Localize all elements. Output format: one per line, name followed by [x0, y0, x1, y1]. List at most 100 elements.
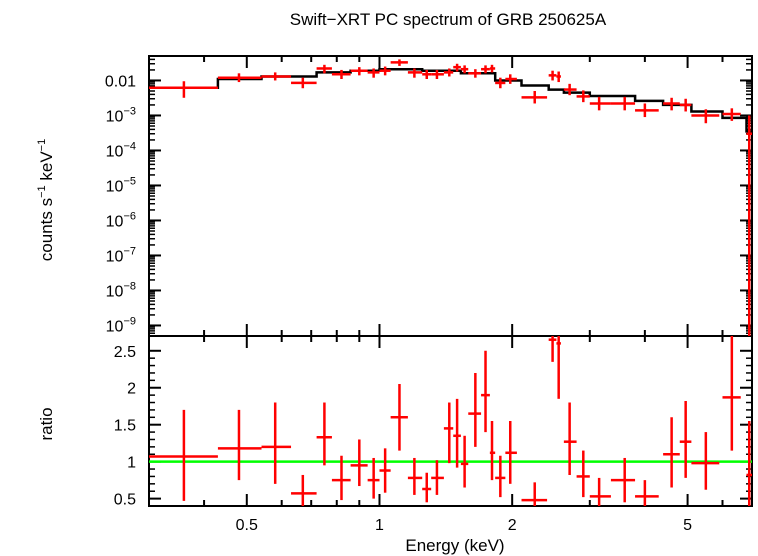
ratio-data-point [589, 477, 611, 506]
y-tick-label: 10−5 [106, 175, 136, 195]
y-label-sup-2: −1 [36, 139, 48, 152]
spectrum-data-point [261, 72, 292, 81]
spectrum-data-point [331, 69, 351, 80]
ratio-data-point [548, 336, 557, 362]
spectrum-data-point [610, 96, 636, 111]
ratio-y-tick-label: 2 [127, 381, 136, 398]
spectrum-data-point [390, 59, 408, 66]
y-axis-label-ratio: ratio [37, 407, 56, 440]
y-tick-label-base: 10 [106, 213, 124, 230]
ratio-data-point [379, 448, 391, 493]
spectrum-data-point [489, 64, 496, 73]
ratio-data-point [505, 421, 517, 484]
spectrum-data-point [563, 83, 577, 96]
ratio-data-point [422, 472, 432, 503]
ratio-data-point [563, 402, 577, 475]
spectrum-data-point [422, 69, 432, 80]
spectrum-data-point [691, 109, 720, 124]
spectrum-data-point [379, 66, 391, 76]
y-tick-label-exponent: −4 [123, 140, 136, 152]
ratio-data-point [521, 482, 548, 506]
spectrum-data-point [495, 77, 506, 89]
spectrum-data-point [217, 73, 262, 83]
ratio-data-point [291, 474, 317, 506]
chart-title: Swift−XRT PC spectrum of GRB 250625A [290, 10, 607, 29]
ratio-data-point [350, 439, 368, 487]
ratio-data-point [261, 402, 292, 484]
spectrum-data-point [556, 71, 561, 83]
ratio-data-point [316, 402, 332, 466]
spectrum-data-point [468, 69, 482, 78]
ratio-data-point [149, 409, 218, 501]
y-tick-label-base: 10 [106, 178, 124, 195]
spectrum-data-point [291, 77, 317, 89]
y-tick-label: 10−3 [106, 105, 136, 125]
spectrum-data-point [149, 81, 218, 98]
y-tick-label-exponent: −5 [123, 175, 136, 187]
y-tick-label-base: 10 [106, 318, 124, 335]
spectrum-data-point [548, 70, 557, 81]
ratio-data-point [691, 432, 720, 490]
spectrum-data-point [316, 64, 332, 74]
ratio-data-point [453, 398, 461, 468]
ratio-data-point [722, 336, 741, 451]
spectrum-data-point [663, 97, 680, 111]
x-tick-label: 2 [508, 517, 517, 534]
x-axis-label: Energy (keV) [405, 536, 504, 555]
y-tick-label-base: 10 [106, 108, 124, 125]
ratio-data-point [468, 372, 482, 447]
ratio-panel-frame [148, 335, 753, 507]
spectrum-data-point [453, 63, 461, 72]
ratio-data-point [635, 480, 659, 506]
ratio-data-point [431, 460, 444, 495]
ratio-y-tick-label: 0.5 [114, 492, 136, 509]
spectrum-data-point [635, 103, 659, 118]
ratio-data-point [460, 435, 469, 488]
spectrum-data-point [407, 68, 423, 78]
y-label-part-2: keV [37, 151, 56, 186]
y-tick-label-exponent: −7 [123, 245, 136, 257]
spectrum-data-point [679, 98, 692, 112]
y-tick-label: 10−9 [106, 315, 136, 335]
y-tick-label-exponent: −9 [123, 315, 136, 327]
ratio-data-point [746, 421, 752, 506]
y-tick-label-base: 10 [106, 283, 124, 300]
y-tick-label-exponent: −6 [123, 210, 136, 222]
y-tick-label-exponent: −8 [123, 280, 136, 292]
y-label-part-1: counts s [37, 198, 56, 261]
spectrum-data-point [505, 74, 517, 84]
spectrum-data-point [746, 115, 752, 336]
spectrum-data-point [350, 67, 368, 76]
spectrum-panel-frame [148, 55, 753, 337]
spectrum-data-point [722, 108, 741, 121]
y-tick-label: 0.01 [105, 73, 136, 90]
model-step-line [149, 67, 752, 133]
spectrum-data-point [589, 96, 611, 111]
chart-marks: 0.5 1 2 50.0110−310−410−510−610−710−810−90.… [105, 55, 753, 534]
ratio-data-point [610, 457, 636, 503]
y-tick-label: 10−6 [106, 210, 136, 230]
y-axis-label-spectrum: counts s−1 keV−1 [36, 139, 56, 261]
y-tick-label-base: 10 [106, 248, 124, 265]
spectrum-data-point [481, 65, 490, 74]
y-tick-label: 10−8 [106, 280, 136, 300]
ratio-y-tick-label: 1 [127, 455, 136, 472]
ratio-data-point [489, 421, 496, 481]
ratio-data-point [443, 402, 454, 464]
x-tick-label: 0.5 [236, 517, 258, 534]
ratio-data-point [217, 409, 262, 481]
y-tick-label-base: 0.01 [105, 73, 136, 90]
y-label-sup-1: −1 [36, 185, 48, 198]
ratio-data-point [576, 450, 590, 498]
ratio-data-point [407, 457, 423, 495]
x-tick-label: 1 [375, 517, 384, 534]
ratio-y-tick-label: 1.5 [114, 418, 136, 435]
spectrum-data-point [576, 90, 590, 103]
y-tick-label-base: 10 [106, 143, 124, 160]
ratio-data-point [331, 455, 351, 501]
ratio-data-point [367, 457, 380, 499]
ratio-data-point [679, 401, 692, 478]
ratio-data-point [481, 350, 490, 433]
ratio-data-point [495, 455, 506, 498]
